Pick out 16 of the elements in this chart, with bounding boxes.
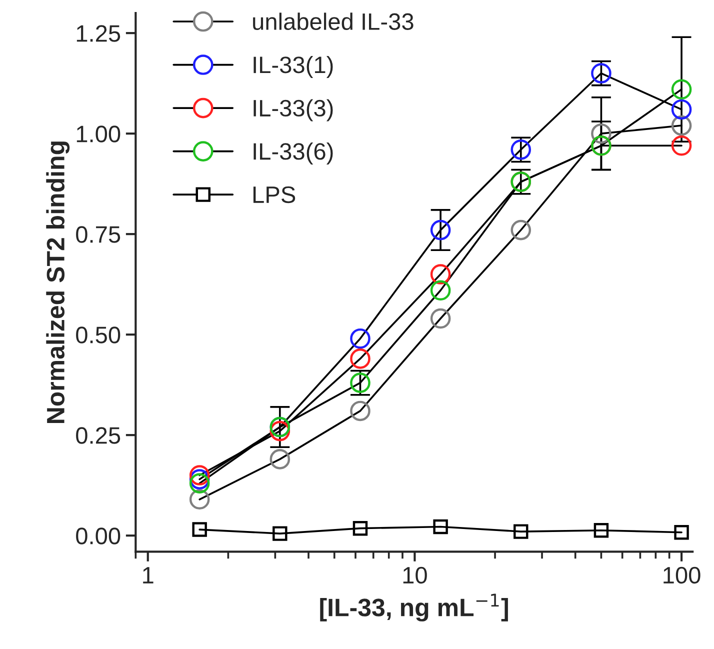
y-tick-label: 0.25 (76, 427, 120, 444)
x-tick-label: 10 (403, 566, 427, 584)
y-tick-label: 0.00 (76, 528, 120, 544)
y-axis-title: Normalized ST2 binding (46, 142, 70, 424)
legend-label: IL-33(6) (254, 142, 333, 164)
x-tick-label: 100 (664, 566, 700, 584)
y-tick-label: 1.00 (76, 126, 120, 142)
y-tick-label: 0.75 (76, 226, 120, 243)
legend-label: IL-33(1) (254, 56, 333, 78)
x-tick-label: 1 (143, 567, 154, 584)
y-tick-label: 1.25 (76, 25, 120, 42)
legend-label: LPS (253, 186, 296, 204)
y-tick-label: 0.50 (76, 326, 120, 344)
x-axis-title: [IL-33, ng mL$^{−1}$] (320, 594, 508, 622)
legend-label: unlabeled IL-33 (253, 12, 414, 30)
legend-label: IL-33(3) (254, 99, 333, 122)
